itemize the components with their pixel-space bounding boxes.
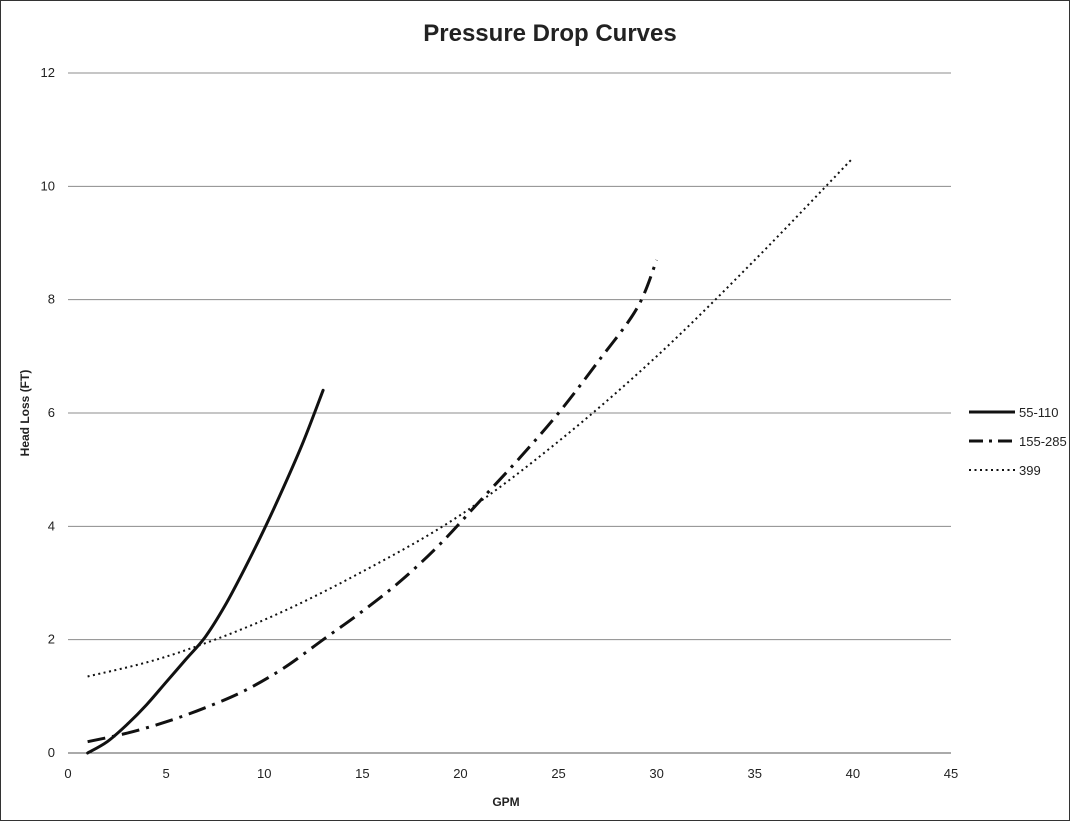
legend-label-155-285: 155-285 xyxy=(1019,434,1067,449)
y-tick-label: 0 xyxy=(48,745,55,760)
series-line-399 xyxy=(87,157,854,678)
axes: 0 2 4 6 8 10 12 0 5 10 15 20 25 30 35 40 45 xyxy=(41,65,959,781)
x-tick-label: 10 xyxy=(257,766,271,781)
legend: 55-110 155-285 399 xyxy=(969,405,1067,478)
y-tick-label: 8 xyxy=(48,292,55,307)
chart-title: Pressure Drop Curves xyxy=(423,20,676,47)
y-axis-label: Head Loss (FT) xyxy=(18,370,32,457)
x-tick-label: 25 xyxy=(551,766,565,781)
x-tick-label: 5 xyxy=(162,766,169,781)
x-tick-label: 0 xyxy=(64,766,71,781)
x-tick-label: 35 xyxy=(748,766,762,781)
y-tick-label: 2 xyxy=(48,632,55,647)
y-tick-label: 4 xyxy=(48,518,55,533)
x-tick-label: 20 xyxy=(453,766,467,781)
x-tick-label: 30 xyxy=(649,766,663,781)
series-lines xyxy=(86,157,854,755)
gridlines xyxy=(68,72,951,754)
legend-label-399: 399 xyxy=(1019,463,1041,478)
legend-label-55-110: 55-110 xyxy=(1019,405,1059,420)
series-line-55-110 xyxy=(86,388,325,755)
series-line-155-285 xyxy=(87,259,659,744)
x-tick-label: 45 xyxy=(944,766,958,781)
x-tick-label: 15 xyxy=(355,766,369,781)
y-tick-label: 10 xyxy=(41,178,55,193)
x-axis-label: GPM xyxy=(492,795,519,809)
y-tick-label: 6 xyxy=(48,405,55,420)
y-tick-label: 12 xyxy=(41,65,55,80)
x-tick-label: 40 xyxy=(846,766,860,781)
